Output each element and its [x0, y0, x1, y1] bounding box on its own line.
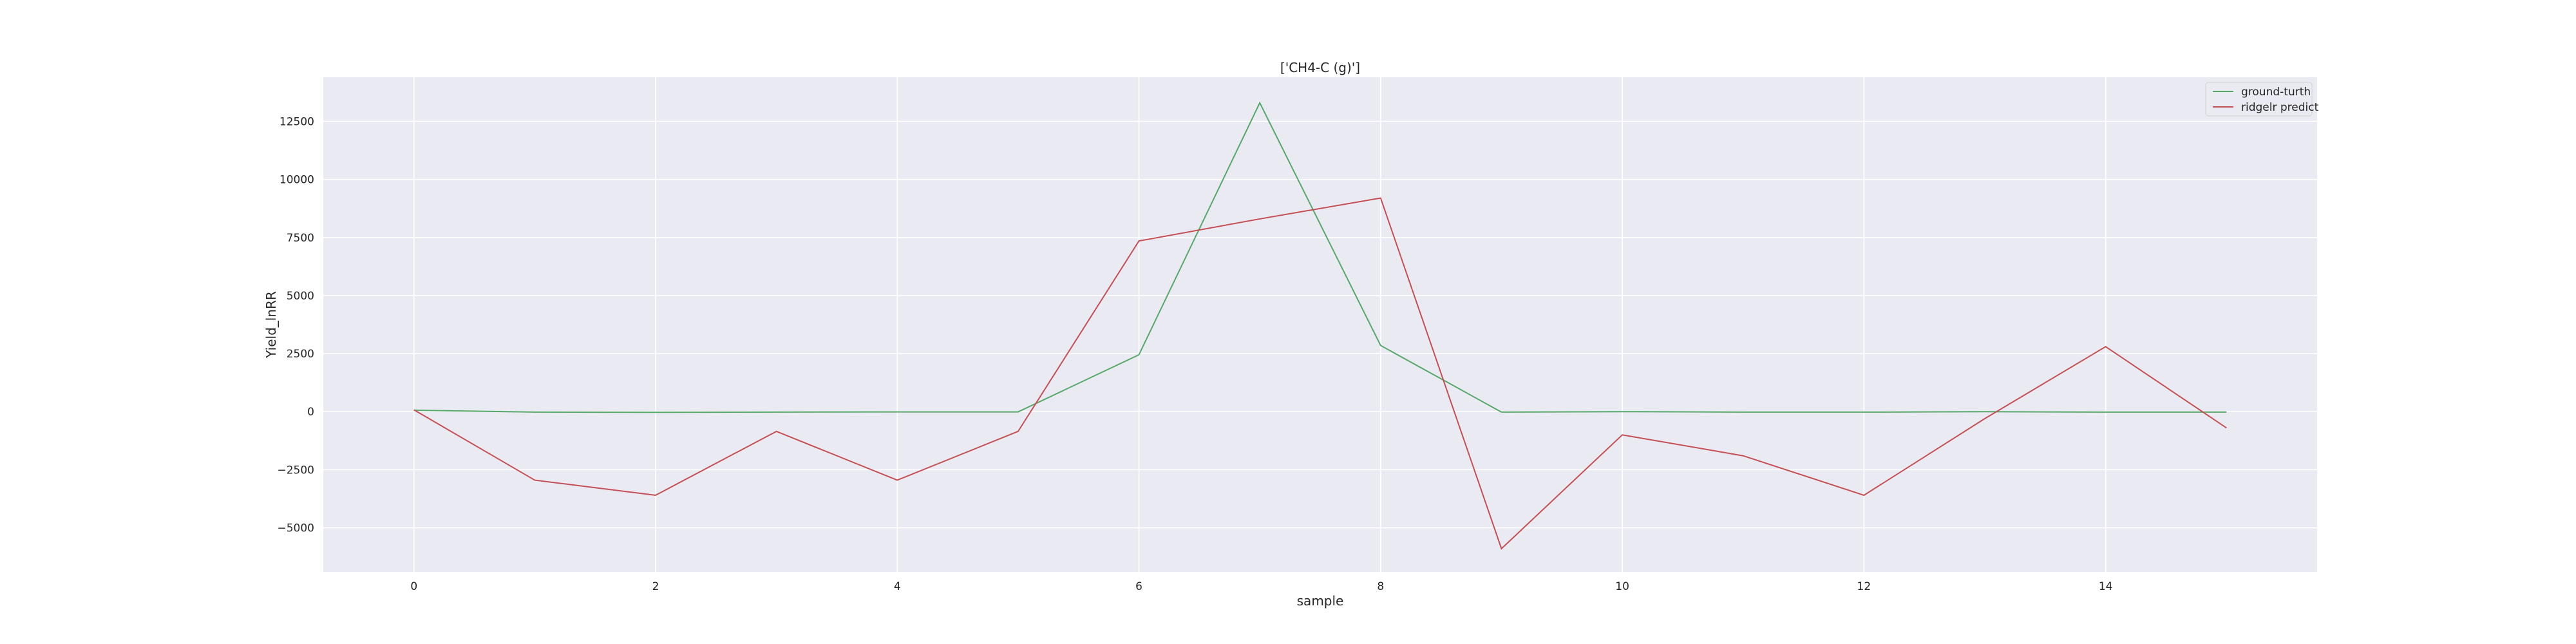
- x-tick-label: 6: [1135, 580, 1142, 593]
- x-axis-label: sample: [1297, 593, 1344, 609]
- y-tick-label: 10000: [279, 174, 314, 187]
- plot-area: [323, 77, 2317, 572]
- grid-lines: [323, 77, 2317, 572]
- y-tick-labels: −5000 −2500 0 2500 5000 7500 10000 12500: [277, 116, 314, 535]
- y-tick-label: −2500: [277, 464, 314, 477]
- x-tick-label: 0: [410, 580, 417, 593]
- chart-title: ['CH4-C (g)']: [1280, 60, 1360, 75]
- y-tick-label: 12500: [279, 116, 314, 129]
- legend: ground-turth ridgelr predict: [2205, 82, 2319, 117]
- y-tick-label: −5000: [277, 522, 314, 535]
- x-tick-label: 14: [2099, 580, 2113, 593]
- x-tick-label: 2: [652, 580, 659, 593]
- y-axis-label: Yield_lnRR: [263, 291, 279, 359]
- x-tick-labels: 0 2 4 6 8 10 12 14: [410, 580, 2112, 593]
- x-tick-label: 8: [1377, 580, 1384, 593]
- x-tick-label: 4: [894, 580, 901, 593]
- series-line-ridgelr-predict: [413, 197, 2227, 550]
- y-tick-label: 7500: [287, 232, 314, 245]
- y-tick-label: 2500: [287, 348, 314, 361]
- y-tick-label: 0: [307, 406, 314, 419]
- x-tick-label: 12: [1857, 580, 1871, 593]
- series-lines: [413, 101, 2227, 550]
- x-tick-label: 10: [1615, 580, 1629, 593]
- series-line-ground-turth: [413, 101, 2227, 413]
- legend-label-ridgelr-predict: ridgelr predict: [2241, 101, 2319, 114]
- y-tick-label: 5000: [287, 290, 314, 303]
- legend-label-ground-turth: ground-turth: [2241, 86, 2311, 99]
